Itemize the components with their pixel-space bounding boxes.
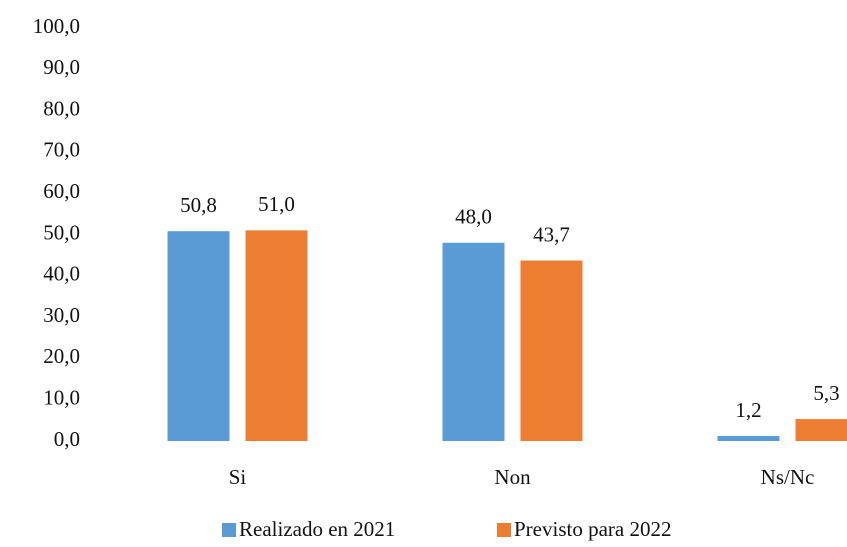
data-label: 50,8 xyxy=(180,193,217,217)
y-tick-label: 60,0 xyxy=(43,179,80,203)
y-tick-label: 20,0 xyxy=(43,344,80,368)
bar xyxy=(442,242,505,441)
legend-swatch xyxy=(497,523,511,537)
data-label: 48,0 xyxy=(455,205,492,229)
y-tick-label: 10,0 xyxy=(43,386,80,410)
bar xyxy=(520,260,583,441)
bar xyxy=(717,436,780,441)
data-label: 43,7 xyxy=(533,222,570,246)
y-tick-label: 90,0 xyxy=(43,55,80,79)
data-label: 5,3 xyxy=(813,381,839,405)
y-tick-label: 30,0 xyxy=(43,303,80,327)
legend-swatch xyxy=(222,523,236,537)
bar xyxy=(795,419,847,441)
legend-label: Realizado en 2021 xyxy=(239,517,395,541)
data-label: 1,2 xyxy=(735,398,761,422)
y-tick-label: 0,0 xyxy=(54,427,80,451)
y-tick-label: 50,0 xyxy=(43,220,80,244)
y-tick-label: 100,0 xyxy=(33,14,80,38)
bar xyxy=(167,231,230,441)
y-tick-label: 40,0 xyxy=(43,262,80,286)
x-tick-label: Ns/Nc xyxy=(761,465,815,489)
legend-label: Previsto para 2022 xyxy=(514,517,671,541)
x-tick-label: Non xyxy=(494,465,531,489)
data-label: 51,0 xyxy=(258,192,295,216)
x-tick-label: Si xyxy=(229,465,247,489)
y-tick-label: 80,0 xyxy=(43,96,80,120)
y-tick-label: 70,0 xyxy=(43,138,80,162)
bar xyxy=(245,230,308,441)
